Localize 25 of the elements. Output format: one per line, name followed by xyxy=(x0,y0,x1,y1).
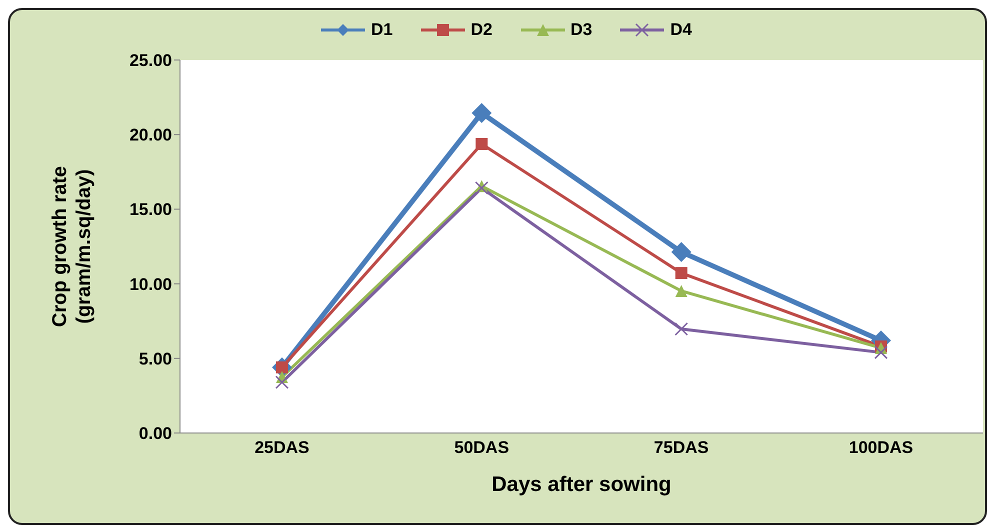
y-tick-label: 20.00 xyxy=(129,126,172,145)
x-axis-title: Days after sowing xyxy=(492,473,672,496)
x-tick-label: 25DAS xyxy=(254,438,310,458)
point xyxy=(671,242,692,262)
legend-label: D2 xyxy=(470,20,492,40)
point xyxy=(472,102,492,123)
y-tick-label: 15.00 xyxy=(129,200,172,220)
legend-label: D3 xyxy=(570,20,592,40)
x-tick-label: 50DAS xyxy=(454,438,510,458)
y-tick-label: 10.00 xyxy=(129,274,172,294)
legend-label: D1 xyxy=(370,20,393,40)
y-tick-label: 5.00 xyxy=(138,349,172,368)
legend-label: D4 xyxy=(669,20,692,40)
point xyxy=(675,267,688,280)
point xyxy=(675,284,688,297)
x-tick-label: 75DAS xyxy=(654,438,709,458)
point xyxy=(874,346,888,360)
point xyxy=(275,376,289,390)
x-tick-label: 100DAS xyxy=(848,438,914,458)
point xyxy=(674,322,688,336)
point xyxy=(476,138,488,150)
y-tick-label: 0.00 xyxy=(138,424,172,444)
y-tick-label: 25.00 xyxy=(129,51,172,70)
y-axis-title: Crop growth rate (gram/m.sq/day) xyxy=(49,166,95,328)
point xyxy=(474,181,488,195)
